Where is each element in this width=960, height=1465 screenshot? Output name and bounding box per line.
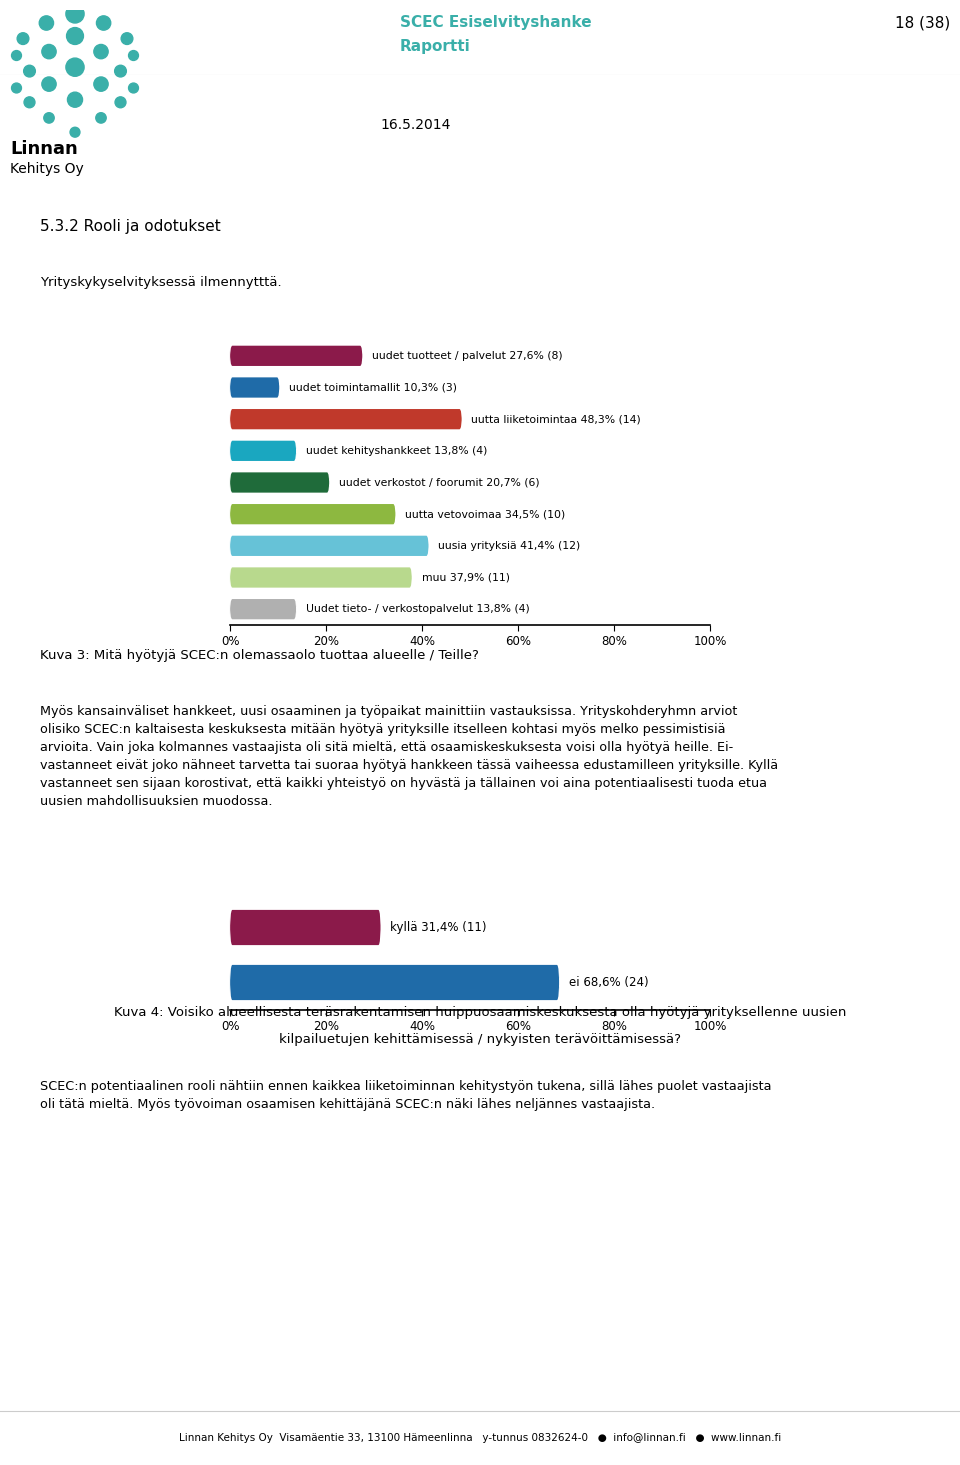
Text: 16.5.2014: 16.5.2014 bbox=[380, 119, 450, 132]
Circle shape bbox=[39, 16, 54, 31]
Circle shape bbox=[12, 51, 21, 60]
Circle shape bbox=[42, 44, 56, 59]
Text: Kuva 4: Voisiko alueellisesta teräsrakentamisen huippuosaamiskeskuksesta olla hy: Kuva 4: Voisiko alueellisesta teräsraken… bbox=[114, 1006, 846, 1020]
Circle shape bbox=[66, 59, 84, 76]
Text: uudet tuotteet / palvelut 27,6% (8): uudet tuotteet / palvelut 27,6% (8) bbox=[372, 350, 563, 360]
Circle shape bbox=[70, 127, 80, 138]
Text: Uudet tieto- / verkostopalvelut 13,8% (4): Uudet tieto- / verkostopalvelut 13,8% (4… bbox=[306, 604, 530, 614]
FancyBboxPatch shape bbox=[230, 409, 462, 429]
Circle shape bbox=[129, 84, 138, 92]
Circle shape bbox=[12, 84, 21, 92]
Text: 18 (38): 18 (38) bbox=[895, 16, 950, 31]
Text: uudet kehityshankkeet 13,8% (4): uudet kehityshankkeet 13,8% (4) bbox=[306, 445, 488, 456]
FancyBboxPatch shape bbox=[230, 441, 297, 461]
Circle shape bbox=[96, 113, 107, 123]
Text: muu 37,9% (11): muu 37,9% (11) bbox=[421, 573, 510, 583]
Circle shape bbox=[114, 66, 127, 78]
Text: SCEC Esiselvityshanke: SCEC Esiselvityshanke bbox=[400, 16, 591, 31]
Circle shape bbox=[24, 97, 35, 108]
Text: kilpailuetujen kehittämisessä / nykyisten terävöittämisessä?: kilpailuetujen kehittämisessä / nykyiste… bbox=[279, 1033, 681, 1046]
Circle shape bbox=[129, 51, 138, 60]
FancyBboxPatch shape bbox=[230, 504, 396, 524]
Circle shape bbox=[96, 16, 110, 31]
FancyBboxPatch shape bbox=[230, 567, 412, 587]
Text: uutta vetovoimaa 34,5% (10): uutta vetovoimaa 34,5% (10) bbox=[405, 510, 565, 519]
Text: uudet toimintamallit 10,3% (3): uudet toimintamallit 10,3% (3) bbox=[289, 382, 457, 393]
Circle shape bbox=[121, 32, 132, 44]
Text: uudet verkostot / foorumit 20,7% (6): uudet verkostot / foorumit 20,7% (6) bbox=[339, 478, 540, 488]
Text: Linnan Kehitys Oy  Visamäentie 33, 13100 Hämeenlinna   y-tunnus 0832624-0   ●  i: Linnan Kehitys Oy Visamäentie 33, 13100 … bbox=[179, 1433, 781, 1443]
Circle shape bbox=[94, 44, 108, 59]
FancyBboxPatch shape bbox=[230, 536, 429, 555]
Text: ei 68,6% (24): ei 68,6% (24) bbox=[569, 976, 649, 989]
Text: SCEC:n potentiaalinen rooli nähtiin ennen kaikkea liiketoiminnan kehitystyön tuk: SCEC:n potentiaalinen rooli nähtiin enne… bbox=[40, 1080, 772, 1110]
Text: Raportti: Raportti bbox=[400, 40, 470, 54]
FancyBboxPatch shape bbox=[230, 910, 381, 945]
FancyBboxPatch shape bbox=[230, 378, 279, 397]
Circle shape bbox=[66, 28, 84, 44]
FancyBboxPatch shape bbox=[230, 472, 329, 492]
Circle shape bbox=[24, 66, 36, 78]
FancyBboxPatch shape bbox=[230, 346, 363, 366]
Text: Kuva 3: Mitä hyötyjä SCEC:n olemassaolo tuottaa alueelle / Teille?: Kuva 3: Mitä hyötyjä SCEC:n olemassaolo … bbox=[40, 649, 479, 662]
FancyBboxPatch shape bbox=[230, 599, 297, 620]
Text: kyllä 31,4% (11): kyllä 31,4% (11) bbox=[391, 921, 487, 935]
Text: Yrityskykyselvityksessä ilmennytttä.: Yrityskykyselvityksessä ilmennytttä. bbox=[40, 275, 281, 289]
FancyBboxPatch shape bbox=[230, 965, 560, 1001]
Circle shape bbox=[17, 32, 29, 44]
Circle shape bbox=[67, 92, 83, 107]
Circle shape bbox=[115, 97, 126, 108]
Text: uusia yrityksiä 41,4% (12): uusia yrityksiä 41,4% (12) bbox=[439, 541, 581, 551]
Text: 5.3.2 Rooli ja odotukset: 5.3.2 Rooli ja odotukset bbox=[40, 218, 221, 233]
Circle shape bbox=[44, 113, 54, 123]
Text: Linnan: Linnan bbox=[10, 141, 78, 158]
Text: Kehitys Oy: Kehitys Oy bbox=[10, 163, 84, 176]
Circle shape bbox=[66, 4, 84, 23]
Text: Myös kansainväliset hankkeet, uusi osaaminen ja työpaikat mainittiin vastauksiss: Myös kansainväliset hankkeet, uusi osaam… bbox=[40, 705, 779, 809]
Circle shape bbox=[94, 78, 108, 91]
Circle shape bbox=[42, 78, 56, 91]
Text: uutta liiketoimintaa 48,3% (14): uutta liiketoimintaa 48,3% (14) bbox=[471, 415, 641, 425]
